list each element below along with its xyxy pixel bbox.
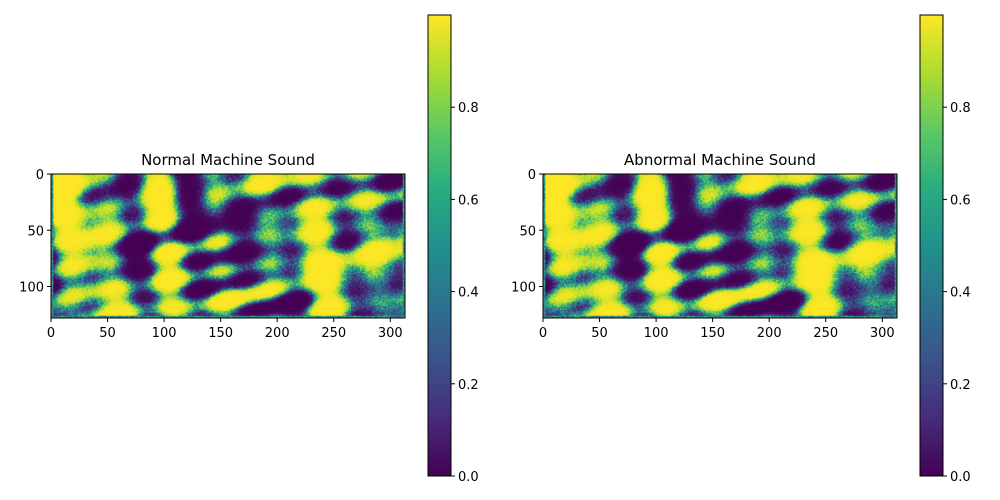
axes-frame-normal	[50, 173, 406, 319]
y-tick-label: 100	[511, 281, 536, 296]
spectrogram-panel-abnormal: Abnormal Machine Sound 0 50 100 150 200 250 30…	[511, 151, 898, 341]
y-tick-label: 0	[528, 168, 536, 183]
colorbar-abnormal: 0.0 0.2 0.4 0.6 0.8	[919, 14, 971, 485]
x-axis-abnormal: 0 50 100 150 200 250 300	[539, 318, 895, 341]
x-axis-normal: 0 50 100 150 200 250 300	[47, 318, 403, 341]
colorbar-tick-label: 0.4	[458, 286, 479, 301]
x-tick-label: 0	[47, 326, 55, 341]
panel-title-abnormal: Abnormal Machine Sound	[624, 151, 816, 169]
heatmap-image-abnormal	[543, 174, 897, 318]
y-axis-normal: 0 50 100	[19, 168, 51, 296]
colorbar-tick-label: 0.6	[458, 193, 479, 208]
x-tick-label: 150	[208, 326, 233, 341]
x-tick-label: 300	[378, 326, 403, 341]
heatmap-image-normal	[51, 174, 405, 318]
colorbar-axis-abnormal: 0.0 0.2 0.4 0.6 0.8	[943, 101, 971, 485]
colorbar-axis-normal: 0.0 0.2 0.4 0.6 0.8	[451, 101, 479, 485]
axes-frame-abnormal	[542, 173, 898, 319]
x-tick-label: 300	[870, 326, 895, 341]
x-tick-label: 250	[321, 326, 346, 341]
colorbar-gradient-abnormal	[919, 14, 944, 477]
x-tick-label: 50	[99, 326, 116, 341]
x-tick-label: 250	[813, 326, 838, 341]
panel-title-normal: Normal Machine Sound	[141, 151, 315, 169]
colorbar-tick-label: 0.0	[458, 470, 479, 485]
colorbar-gradient-normal	[427, 14, 452, 477]
colorbar-tick-label: 0.6	[950, 193, 971, 208]
y-tick-label: 50	[519, 224, 536, 239]
y-tick-label: 100	[19, 281, 44, 296]
colorbar-normal: 0.0 0.2 0.4 0.6 0.8	[427, 14, 479, 485]
spectrogram-panel-normal: Normal Machine Sound 0 50 100 150 200 250 300 …	[19, 151, 406, 341]
x-tick-label: 100	[152, 326, 177, 341]
x-tick-label: 50	[591, 326, 608, 341]
colorbar-tick-label: 0.0	[950, 470, 971, 485]
x-tick-label: 100	[644, 326, 669, 341]
x-tick-label: 0	[539, 326, 547, 341]
x-tick-label: 200	[757, 326, 782, 341]
y-tick-label: 50	[27, 224, 44, 239]
colorbar-tick-label: 0.8	[950, 101, 971, 116]
colorbar-tick-label: 0.2	[458, 378, 479, 393]
colorbar-tick-label: 0.4	[950, 286, 971, 301]
y-tick-label: 0	[36, 168, 44, 183]
colorbar-tick-label: 0.8	[458, 101, 479, 116]
x-tick-label: 200	[265, 326, 290, 341]
colorbar-tick-label: 0.2	[950, 378, 971, 393]
y-axis-abnormal: 0 50 100	[511, 168, 543, 296]
x-tick-label: 150	[700, 326, 725, 341]
